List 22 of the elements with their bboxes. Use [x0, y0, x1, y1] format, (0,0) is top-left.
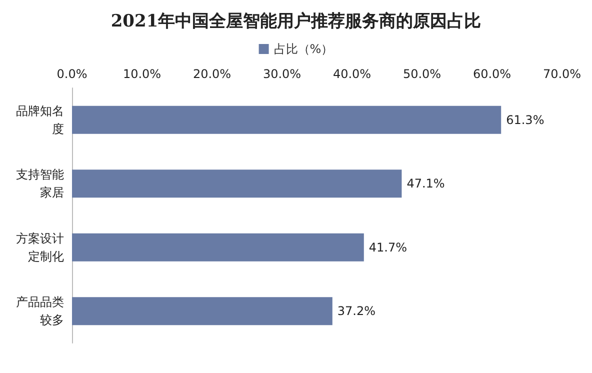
y-tick-label: 方案设计定制化 — [16, 231, 64, 264]
y-tick-label: 支持智能家居 — [16, 168, 64, 200]
bar — [72, 106, 502, 134]
x-tick-label: 10.0% — [122, 67, 162, 81]
x-tick-label: 30.0% — [262, 67, 302, 81]
bar — [72, 297, 332, 326]
x-tick-label: 20.0% — [192, 67, 232, 81]
data-label: 61.3% — [506, 112, 544, 127]
x-tick-label: 0.0% — [56, 67, 88, 81]
bar — [72, 170, 402, 198]
y-tick-label: 产品品类较多 — [16, 295, 64, 328]
data-label: 37.2% — [337, 304, 376, 318]
x-tick-label: 60.0% — [472, 67, 512, 81]
x-tick-label: 50.0% — [402, 67, 442, 81]
bar — [72, 233, 364, 262]
x-tick-label: 70.0% — [542, 67, 582, 81]
x-tick-label: 40.0% — [332, 67, 372, 81]
data-label: 41.7% — [368, 240, 408, 254]
y-tick-label: 品牌知名度 — [16, 104, 64, 136]
data-label: 47.1% — [406, 176, 445, 191]
chart-title: 2021年中国全屋智能用户推荐服务商的原因占比 — [110, 12, 482, 32]
legend-label: 占比（%） — [274, 42, 334, 56]
